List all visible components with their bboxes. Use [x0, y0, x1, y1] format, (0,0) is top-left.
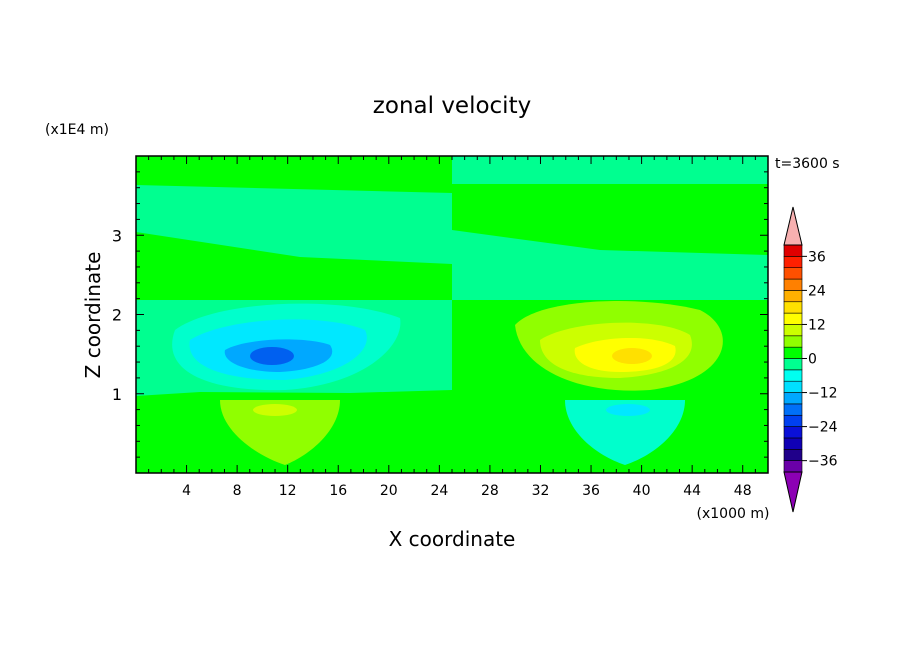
lower-lobe-right — [565, 400, 685, 465]
colorbar-swatch — [783, 324, 803, 337]
colorbar-swatch — [783, 256, 803, 269]
x-tick-label: 4 — [182, 483, 191, 499]
colorbar-swatch — [783, 460, 803, 473]
x-tick-label: 40 — [633, 483, 651, 499]
colorbar: −36 −24 −12 0 12 24 36 — [783, 206, 838, 513]
colorbar-swatch — [783, 312, 803, 325]
y-unit-label: (x1E4 m) — [45, 122, 109, 138]
colorbar-swatch — [783, 403, 803, 416]
lower-lobe-right-core — [606, 404, 650, 416]
x-tick-label: 44 — [683, 483, 701, 499]
x-tick-label: 36 — [582, 483, 600, 499]
x-tick-label: 8 — [233, 483, 242, 499]
x-tick-label: 48 — [734, 483, 752, 499]
colorbar-label: 12 — [808, 317, 826, 333]
colorbar-over-triangle — [783, 206, 803, 246]
x-axis-label: X coordinate — [389, 527, 516, 551]
upper-band-left — [136, 185, 452, 264]
y-tick-label: 1 — [112, 385, 122, 404]
colorbar-swatch — [783, 437, 803, 450]
lower-lobe-left-core — [253, 404, 297, 416]
x-unit-label: (x1000 m) — [697, 506, 770, 522]
colorbar-swatch — [783, 335, 803, 348]
colorbar-swatch — [783, 301, 803, 314]
colorbar-swatch — [783, 346, 803, 359]
colorbar-label: −36 — [808, 454, 838, 470]
colorbar-label: 36 — [808, 249, 826, 265]
negative-core — [250, 347, 294, 365]
positive-core — [612, 348, 652, 364]
colorbar-swatch — [783, 267, 803, 280]
contour-field — [136, 156, 768, 473]
colorbar-swatch — [783, 358, 803, 371]
x-tick-label: 28 — [481, 483, 499, 499]
colorbar-swatch — [783, 392, 803, 405]
colorbar-swatch — [783, 278, 803, 291]
colorbar-swatch — [783, 448, 803, 461]
colorbar-under-triangle — [783, 471, 803, 513]
colorbar-swatch — [783, 414, 803, 427]
colorbar-swatch — [783, 244, 803, 257]
x-axis: 4 8 12 16 20 24 28 32 36 40 44 48 — [148, 156, 756, 499]
top-band-right — [452, 156, 768, 184]
colorbar-label: 24 — [808, 283, 826, 299]
colorbar-label: 0 — [808, 352, 817, 368]
x-tick-label: 12 — [279, 483, 297, 499]
colorbar-label: −12 — [808, 386, 838, 402]
x-tick-label: 20 — [380, 483, 398, 499]
colorbar-swatch — [783, 380, 803, 393]
colorbar-swatch — [783, 426, 803, 439]
chart-title: zonal velocity — [373, 93, 531, 119]
colorbar-swatch — [783, 369, 803, 382]
colorbar-label: −24 — [808, 420, 838, 436]
y-axis-label: Z coordinate — [81, 252, 105, 379]
colorbar-swatch — [783, 290, 803, 303]
x-tick-label: 16 — [329, 483, 347, 499]
x-tick-label: 32 — [532, 483, 550, 499]
y-axis: 1 2 3 — [112, 171, 768, 458]
y-tick-label: 3 — [112, 226, 122, 245]
y-tick-label: 2 — [112, 306, 122, 325]
time-label: t=3600 s — [775, 156, 840, 172]
x-tick-label: 24 — [430, 483, 448, 499]
upper-region-right — [452, 230, 768, 300]
lower-lobe-left — [220, 400, 340, 465]
